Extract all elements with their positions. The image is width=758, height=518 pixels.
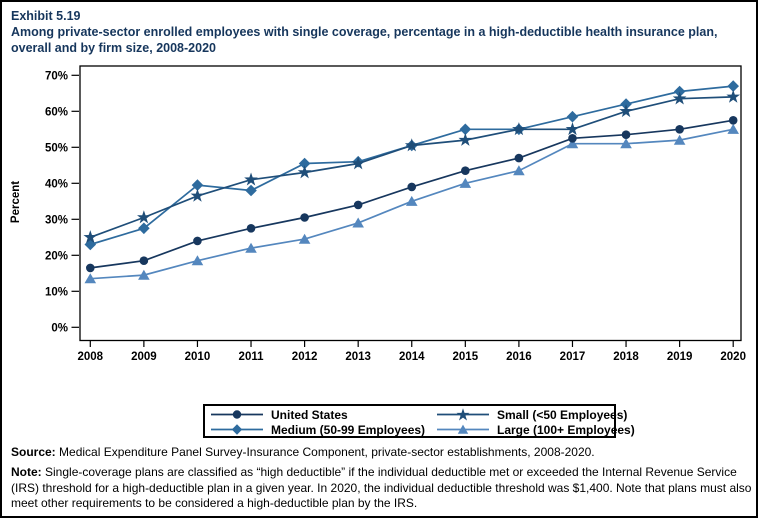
- star-marker-small-50-employees: [404, 138, 419, 152]
- footnotes: Source: Medical Expenditure Panel Survey…: [11, 445, 753, 516]
- triangle-marker-large-100-employees: [566, 138, 579, 149]
- x-tick-label: 2014: [399, 351, 425, 363]
- circle-marker-united-states: [193, 236, 202, 246]
- star-marker-small-50-employees: [565, 122, 580, 136]
- x-tick-label: 2009: [131, 351, 157, 363]
- legend-item-large-100-employees: Large (100+ Employees): [437, 422, 635, 437]
- source-label: Source:: [11, 445, 56, 459]
- x-tick-label: 2015: [453, 351, 479, 363]
- triangle-marker-large-100-employees: [727, 123, 739, 134]
- star-marker-small-50-employees: [619, 104, 633, 118]
- chart-legend: United States Small (<50 Employees) Medium…: [203, 404, 635, 438]
- title-block: Exhibit 5.19 Among private-sector enroll…: [11, 8, 751, 56]
- source-note: Source: Medical Expenditure Panel Survey…: [11, 445, 753, 461]
- series-line-small-50-employees: [90, 96, 734, 239]
- x-tick-label: 2020: [720, 351, 746, 363]
- star-marker-small-50-employees: [351, 156, 366, 170]
- diamond-marker-medium-50-99-employees: [245, 184, 257, 197]
- diamond-marker-medium-50-99-employees: [459, 123, 472, 136]
- star-marker-small-50-employees: [190, 188, 205, 202]
- diamond-marker-medium-50-99-employees: [191, 179, 204, 191]
- x-tick-label: 2012: [292, 351, 318, 363]
- circle-marker-united-states: [514, 153, 524, 163]
- exhibit-number: Exhibit 5.19: [11, 9, 81, 23]
- y-tick-label: 20%: [45, 250, 68, 262]
- circle-marker-united-states: [353, 200, 363, 210]
- star-marker-small-50-employees: [726, 89, 741, 103]
- series-line-medium-50-99-employees: [90, 85, 734, 246]
- page-title: Among private-sector enrolled employees …: [11, 25, 718, 55]
- triangle-marker-large-100-employees: [620, 138, 632, 149]
- circle-marker-united-states: [568, 134, 577, 143]
- diamond-marker-medium-50-99-employees: [84, 238, 97, 251]
- star-marker-small-50-employees: [297, 165, 312, 179]
- star-marker-small-50-employees: [137, 210, 151, 224]
- x-tick-label: 2011: [239, 351, 265, 363]
- legend-item-small-50-employees: Small (<50 Employees): [437, 407, 635, 422]
- circle-marker-united-states: [461, 166, 470, 175]
- y-tick-label: 50%: [45, 142, 68, 154]
- triangle-marker-large-100-employees: [352, 217, 364, 228]
- triangle-marker-large-100-employees: [673, 134, 686, 145]
- triangle-marker-large-100-employees: [298, 233, 311, 244]
- diamond-marker-medium-50-99-employees: [138, 222, 150, 235]
- y-tick-label: 70%: [45, 70, 68, 82]
- x-tick-label: 2019: [667, 351, 693, 363]
- y-axis-title: Percent: [10, 181, 22, 223]
- y-tick-label: 0%: [51, 322, 68, 334]
- triangle-marker-large-100-employees: [84, 273, 97, 284]
- legend-label: Large (100+ Employees): [497, 422, 635, 437]
- circle-marker-united-states: [675, 125, 684, 134]
- star-marker-small-50-employees: [512, 122, 526, 136]
- y-tick-label: 40%: [45, 178, 68, 190]
- triangle-marker-large-100-employees: [138, 269, 150, 280]
- note-text: Single-coverage plans are classified as …: [11, 464, 752, 511]
- x-tick-label: 2017: [560, 351, 586, 363]
- legend-item-united-states: United States: [211, 407, 437, 422]
- diamond-marker-medium-50-99-employees: [566, 110, 579, 123]
- source-text: Medical Expenditure Panel Survey-Insuran…: [55, 445, 595, 459]
- star-marker-small-50-employees: [83, 230, 98, 244]
- legend-label: Small (<50 Employees): [497, 407, 628, 422]
- legend-item-medium-50-99-employees: Medium (50-99 Employees): [211, 422, 437, 437]
- y-tick-label: 10%: [45, 286, 68, 298]
- plot-area: [79, 65, 742, 342]
- diamond-marker-medium-50-99-employees: [673, 85, 686, 98]
- diamond-marker-medium-50-99-employees: [727, 80, 739, 92]
- x-tick-label: 2018: [613, 351, 639, 363]
- diamond-marker-medium-50-99-employees: [298, 157, 311, 170]
- circle-marker-united-states: [86, 263, 95, 273]
- legend-label: Medium (50-99 Employees): [271, 422, 426, 437]
- circle-marker-united-states: [728, 116, 738, 125]
- y-tick-label: 60%: [45, 106, 68, 118]
- triangle-marker-large-100-employees: [245, 242, 257, 253]
- star-icon: [437, 408, 489, 421]
- triangle-marker-large-100-employees: [191, 255, 204, 266]
- x-tick-label: 2013: [345, 351, 371, 363]
- circle-marker-united-states: [407, 182, 417, 192]
- x-tick-label: 2010: [185, 351, 211, 363]
- triangle-marker-large-100-employees: [513, 165, 525, 176]
- triangle-marker-large-100-employees: [459, 177, 472, 188]
- circle-marker-united-states: [246, 224, 256, 233]
- star-marker-small-50-employees: [244, 172, 258, 186]
- x-tick-label: 2008: [78, 351, 104, 363]
- circle-marker-united-states: [139, 256, 149, 265]
- note-label: Note:: [11, 464, 42, 479]
- triangle-marker-large-100-employees: [405, 195, 418, 206]
- star-marker-small-50-employees: [672, 91, 687, 105]
- line-chart: Percent 0% 10% 20% 30% 40% 50% 60% 70% 2008 2009 2…: [10, 65, 746, 363]
- x-tick-label: 2016: [506, 351, 532, 363]
- legend-label: United States: [271, 407, 348, 422]
- y-tick-label: 30%: [45, 214, 68, 226]
- triangle-icon: [437, 424, 489, 434]
- star-marker-small-50-employees: [458, 132, 473, 146]
- plot-group: 0% 10% 20% 30% 40% 50% 60% 70% 2008 2009 2010 2011 2…: [45, 65, 746, 363]
- method-note: Note: Single-coverage plans are classifi…: [11, 465, 753, 512]
- diamond-icon: [211, 424, 263, 435]
- circle-icon: [211, 410, 263, 419]
- circle-marker-united-states: [621, 130, 631, 139]
- circle-marker-united-states: [300, 213, 309, 222]
